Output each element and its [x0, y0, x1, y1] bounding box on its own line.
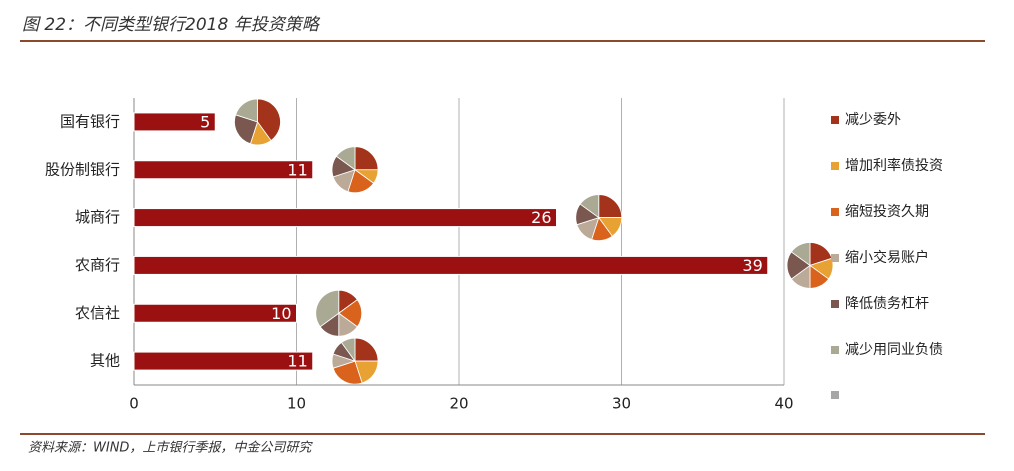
y-tick-label: 农商行 — [75, 256, 120, 274]
source: 资料来源：WIND，上市银行季报，中金公司研究 — [28, 440, 313, 456]
bar — [133, 303, 297, 323]
x-tick-label: 30 — [612, 395, 631, 413]
bar — [133, 112, 216, 132]
pie-slice — [354, 146, 379, 171]
pie-slice — [335, 146, 356, 171]
x-tick-label: 40 — [774, 395, 793, 413]
chart-title: 图 22：不同类型银行2018 年投资策略 — [22, 15, 321, 35]
value-label: 11 — [287, 160, 307, 179]
pie-slice — [579, 194, 600, 219]
y-tick-label: 其他 — [90, 352, 120, 370]
pie-slice — [234, 114, 259, 145]
value-label: 39 — [742, 256, 762, 275]
pie-slice — [354, 337, 379, 362]
legend-swatch — [831, 162, 839, 170]
value-label: 10 — [271, 304, 291, 323]
legend-label: 减少委外 — [845, 112, 901, 128]
bar — [133, 208, 557, 228]
pie-slice — [340, 337, 356, 363]
bar — [133, 160, 314, 180]
legend-swatch — [831, 208, 839, 216]
legend-label: 降低债务杠杆 — [845, 296, 929, 312]
pie-slice — [315, 289, 340, 328]
bar — [133, 255, 769, 275]
pie-slice — [790, 242, 811, 267]
value-label: 5 — [200, 112, 210, 131]
legend-swatch-empty — [831, 391, 839, 399]
value-label: 11 — [287, 352, 307, 371]
y-tick-label: 国有银行 — [60, 112, 120, 130]
x-tick-label: 20 — [449, 395, 468, 413]
bar — [133, 351, 314, 371]
legend-swatch — [831, 346, 839, 354]
legend-label: 缩小交易账户 — [845, 249, 929, 266]
legend-swatch — [831, 300, 839, 308]
y-tick-label: 农信社 — [75, 304, 120, 322]
pie-slice — [332, 360, 363, 385]
y-tick-label: 城商行 — [75, 208, 120, 226]
pie-slice — [235, 98, 258, 123]
legend-label: 缩短投资久期 — [845, 204, 929, 220]
y-tick-label: 股份制银行 — [45, 160, 120, 178]
legend-swatch — [831, 116, 839, 124]
legend-label: 减少用同业负债 — [845, 342, 943, 358]
legend-label: 增加利率债投资 — [845, 157, 943, 174]
pie-slice — [257, 98, 281, 142]
pie-slice — [598, 194, 623, 218]
x-tick-label: 0 — [129, 395, 139, 413]
value-label: 26 — [531, 208, 551, 227]
legend-swatch — [831, 254, 839, 262]
x-tick-label: 10 — [287, 395, 306, 413]
